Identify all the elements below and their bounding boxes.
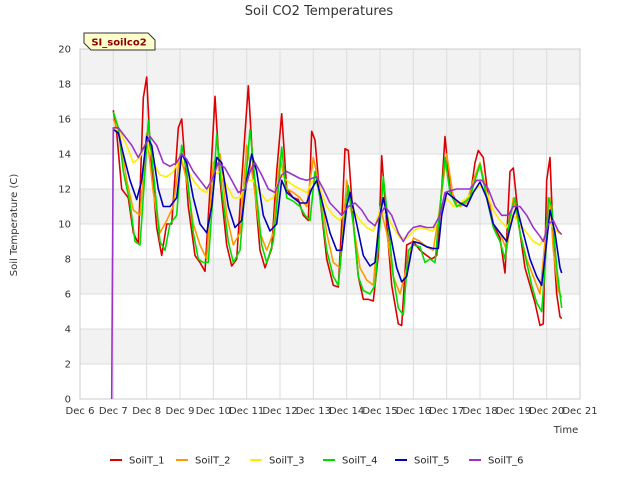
plot-frame — [79, 48, 581, 400]
y-tick-label: 8 — [65, 255, 71, 266]
y-axis-ticks: 0 2 4 6 8 10 12 14 16 18 20 — [58, 45, 71, 406]
background-band — [80, 119, 580, 154]
x-tick-label: Dec 6 — [66, 406, 95, 417]
x-tick-label: Dec 21 — [562, 406, 597, 417]
series-line-soilt-5 — [112, 128, 563, 287]
legend-item: SoilT_2 — [176, 456, 231, 467]
y-tick-label: 4 — [65, 325, 71, 336]
series-layer — [110, 76, 563, 400]
legend-item: SoilT_3 — [250, 456, 305, 467]
x-tick-label: Dec 13 — [296, 406, 331, 417]
x-axis-label: Time — [553, 425, 578, 436]
legend-label: SoilT_5 — [414, 456, 450, 467]
legend-label: SoilT_4 — [342, 456, 378, 467]
legend-label: SoilT_1 — [129, 456, 165, 467]
x-tick-label: Dec 18 — [462, 406, 497, 417]
y-tick-label: 6 — [65, 290, 71, 301]
legend-label: SoilT_3 — [269, 456, 305, 467]
legend-item: SoilT_5 — [395, 456, 450, 467]
site-badge-box — [83, 32, 156, 51]
x-tick-label: Dec 11 — [229, 406, 264, 417]
background-band — [80, 84, 580, 119]
legend-label: SoilT_6 — [488, 456, 524, 467]
x-tick-label: Dec 19 — [496, 406, 531, 417]
y-tick-label: 2 — [65, 360, 71, 371]
site-badge: SI_soilco2 — [83, 32, 156, 51]
background-band — [80, 49, 580, 84]
x-tick-label: Dec 12 — [262, 406, 297, 417]
x-tick-label: Dec 14 — [329, 406, 364, 417]
x-tick-label: Dec 15 — [362, 406, 397, 417]
background-band — [80, 329, 580, 364]
chart-title: Soil CO2 Temperatures — [245, 4, 394, 19]
legend-item: SoilT_1 — [110, 456, 165, 467]
legend: SoilT_1 SoilT_2 SoilT_3 SoilT_4 SoilT_5 SoilT… — [110, 456, 524, 467]
background-band — [80, 364, 580, 399]
y-tick-label: 16 — [58, 115, 71, 126]
y-tick-label: 0 — [65, 395, 71, 406]
legend-item: SoilT_6 — [469, 456, 524, 467]
y-tick-label: 10 — [58, 220, 71, 231]
series-line-soilt-1 — [112, 76, 563, 327]
x-tick-label: Dec 10 — [196, 406, 231, 417]
x-tick-label: Dec 8 — [132, 406, 161, 417]
x-tick-label: Dec 20 — [529, 406, 564, 417]
x-tick-label: Dec 7 — [99, 406, 128, 417]
x-tick-label: Dec 16 — [396, 406, 431, 417]
background-band — [80, 294, 580, 329]
x-tick-label: Dec 9 — [166, 406, 195, 417]
y-axis-label: Soil Temperature (C) — [9, 174, 20, 277]
y-tick-label: 12 — [58, 185, 71, 196]
x-tick-label: Dec 17 — [429, 406, 464, 417]
site-badge-label: SI_soilco2 — [91, 38, 146, 49]
y-tick-label: 18 — [58, 80, 71, 91]
y-tick-label: 20 — [58, 45, 71, 56]
legend-item: SoilT_4 — [323, 456, 378, 467]
legend-label: SoilT_2 — [195, 456, 231, 467]
background-band — [80, 154, 580, 189]
y-tick-label: 14 — [58, 150, 71, 161]
series-line-soilt-6 — [110, 127, 563, 400]
